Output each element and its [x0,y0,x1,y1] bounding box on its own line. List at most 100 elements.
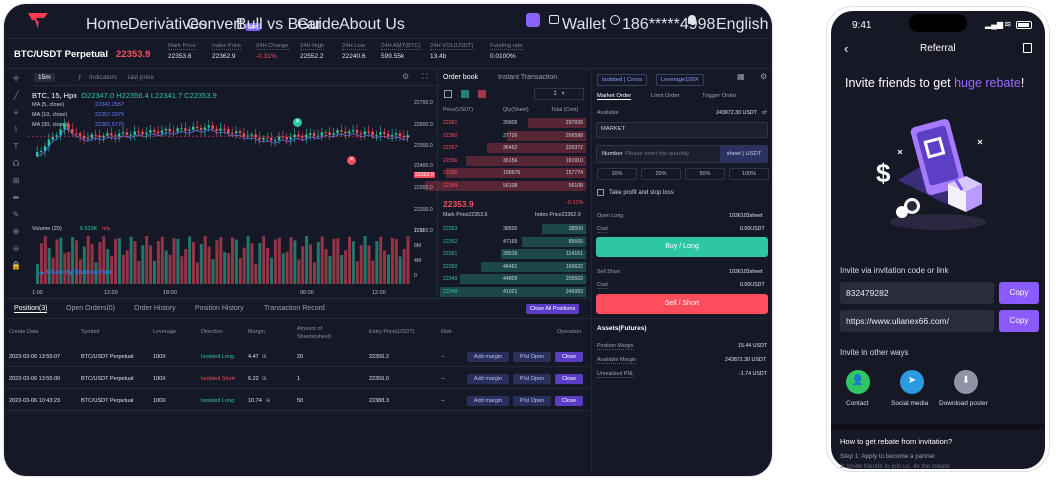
bid-row[interactable]: 22352 47165 85665 [440,236,586,247]
table-row[interactable] [4,391,590,411]
ask-row[interactable]: 22357 36462 226372 [440,143,586,154]
bid-row[interactable]: 22348 41021 246983 [440,287,586,297]
invitation-code-field[interactable]: 832479282 [840,282,994,304]
book-both-icon[interactable] [444,90,452,98]
fullscreen-icon[interactable]: ⛶ [422,72,428,81]
add-margin-button[interactable]: Add margin [467,396,509,406]
percent-button[interactable]: 10% [597,168,637,180]
pl-open-button[interactable]: P/sl Open [513,352,551,362]
position-tab[interactable]: Transaction Record [264,305,325,312]
poster-icon[interactable] [954,370,978,394]
zoom-out-icon[interactable]: ⊖ [12,244,20,253]
close-position-button[interactable]: Close [555,396,583,406]
chevron-down-icon[interactable]: ▾ [745,16,749,22]
percent-button[interactable]: 100% [729,168,769,180]
chevron-down-icon[interactable]: ▾ [166,16,170,22]
chevron-down-icon[interactable]: ▾ [99,50,103,57]
quantity-input[interactable] [625,148,717,160]
bid-row[interactable]: 22350 46461 160622 [440,261,586,272]
ask-row[interactable]: 22355 100676 157774 [440,168,586,179]
rules-icon[interactable] [1023,43,1032,53]
add-margin-button[interactable]: Add margin [467,352,509,362]
settings-icon[interactable]: ⚙ [760,72,768,81]
nav-user-account[interactable]: 186*****4998 [622,16,716,33]
measure-icon[interactable]: ⊞ [12,176,20,185]
nav-guide[interactable]: Guide [297,16,340,33]
position-tab[interactable]: Open Orders(0) [66,305,116,312]
nav-wallet[interactable]: Wallet [562,16,606,33]
margin-mode-button[interactable]: Isolated | Cross [597,74,648,86]
position-tab[interactable]: Order History [134,305,176,312]
percent-button[interactable]: 20% [641,168,681,180]
ask-row[interactable]: 22354 56108 56108 [425,181,586,191]
back-icon[interactable]: ⬅ [12,193,20,202]
edit-margin-icon[interactable]: ⊞ [266,398,271,404]
pattern-icon[interactable]: ☊ [12,159,20,168]
last-price-toggle[interactable]: last price [128,74,155,81]
pl-open-button[interactable]: P/sl Open [513,374,551,384]
nav-language[interactable]: English [716,16,769,33]
tab-trigger-order[interactable]: Trigger Order [702,93,737,99]
nav-derivatives[interactable]: Derivatives [128,16,208,33]
position-tab[interactable]: Position History [195,305,244,312]
tab-order-book[interactable]: Order book [443,74,479,81]
gift-icon[interactable] [526,13,540,27]
position-tab[interactable]: Position(3) [14,305,48,313]
settings-icon[interactable]: ⚙ [402,72,410,81]
close-position-button[interactable]: Close [555,352,583,362]
close-position-button[interactable]: Close [555,374,583,384]
crosshair-icon[interactable]: ✛ [12,74,20,83]
tpsl-checkbox[interactable] [597,189,604,196]
quantity-field[interactable]: Number sheet | USDT [596,145,768,163]
exchange-logo[interactable] [28,13,48,29]
copy-code-button[interactable]: Copy [999,282,1039,304]
pl-open-button[interactable]: P/sl Open [513,396,551,406]
depth-select[interactable]: 1 ▾ [534,88,584,100]
fib-icon[interactable]: ≡ [13,108,19,117]
buy-long-button[interactable]: Buy / Long [596,237,768,257]
bid-row[interactable]: 22351 28516 114161 [440,249,586,260]
share-poster-label[interactable]: Download poster [939,400,988,407]
share-social-label[interactable]: Social media [891,400,929,407]
leverage-button[interactable]: Leverage100X [656,74,704,86]
pencil-icon[interactable]: ✎ [12,210,20,219]
sell-short-button[interactable]: Sell / Short [596,294,768,314]
table-row[interactable] [4,369,590,389]
bid-row[interactable]: 22353 38500 38500 [440,224,586,234]
book-bids-icon[interactable] [461,90,469,98]
indicators-button[interactable]: Indicators [89,74,118,81]
back-arrow-icon[interactable]: ‹ [844,41,849,56]
brush-icon[interactable]: ⌇ [14,125,18,134]
nav-home[interactable]: Home [86,16,129,33]
book-asks-icon[interactable] [478,90,486,98]
telegram-icon[interactable] [900,370,924,394]
text-icon[interactable]: T [13,142,19,151]
invitation-link-field[interactable]: https://www.ulianex66.com/ [840,310,994,332]
close-all-positions-button[interactable]: Close All Positions [526,304,580,314]
indicators-icon[interactable]: ƒ [78,74,82,81]
ask-row[interactable]: 22356 36156 191910 [440,155,586,166]
edit-margin-icon[interactable]: ⊞ [262,354,267,360]
unit-toggle[interactable]: sheet | USDT [720,146,768,162]
tab-limit-order[interactable]: Limit Order [651,93,680,99]
trendline-icon[interactable]: ╱ [13,91,19,100]
nav-bull-vs-bear[interactable]: Bull vs Bear [236,16,322,33]
copy-link-button[interactable]: Copy [999,310,1039,332]
calculator-icon[interactable]: ▦ [737,72,745,81]
contact-icon[interactable] [846,370,870,394]
share-contact-label[interactable]: Contact [846,400,869,407]
percent-button[interactable]: 50% [685,168,725,180]
add-margin-button[interactable]: Add margin [467,374,509,384]
nav-convert[interactable]: Convert New [187,16,262,34]
tab-instant-transaction[interactable]: Instant Transaction [498,74,558,81]
interval-15m[interactable]: 15m [34,73,55,82]
symbol-selector[interactable]: BTC/USDT Perpetual [14,49,108,60]
tab-market-order[interactable]: Market Order [597,93,632,100]
table-row[interactable] [4,347,590,367]
candlestick-chart[interactable] [28,96,412,218]
bid-row[interactable]: 22349 44809 205662 [440,274,586,285]
ask-row[interactable]: 22360 37726 266598 [440,130,586,141]
zoom-in-icon[interactable]: ⊕ [12,227,20,236]
bell-icon[interactable] [688,15,696,24]
nav-about-us[interactable]: About Us [339,16,405,33]
